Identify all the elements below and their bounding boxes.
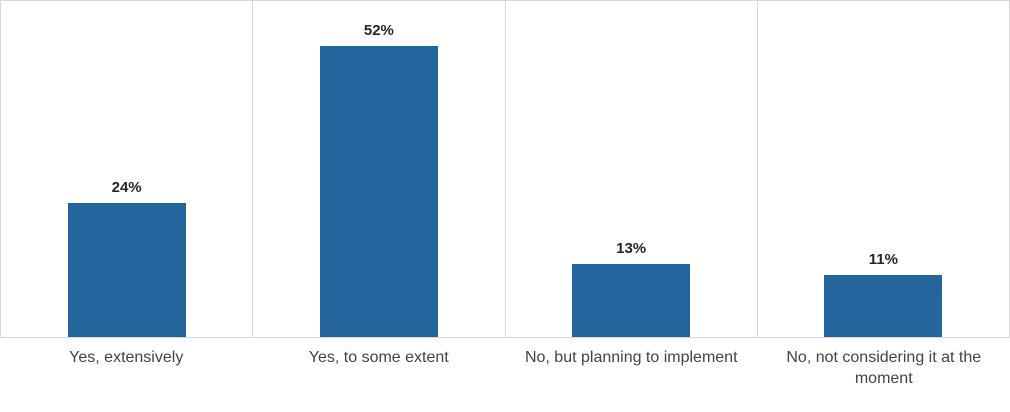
- category-label: No, not considering it at the moment: [786, 349, 982, 387]
- chart-panel: 13%: [506, 1, 758, 337]
- chart-panel: 24%: [1, 1, 254, 337]
- category-axis: Yes, extensively Yes, to some extent No, b…: [0, 338, 1010, 389]
- value-label: 52%: [363, 21, 394, 39]
- bar: [824, 275, 943, 337]
- chart-panel: 52%: [253, 1, 506, 337]
- bar: [319, 45, 438, 337]
- category-label: Yes, extensively: [69, 349, 184, 366]
- category-label: No, but planning to implement: [524, 349, 738, 366]
- category-label: Yes, to some extent: [308, 349, 449, 366]
- plot-area: 24% 52% 13% 11%: [0, 0, 1010, 338]
- bar: [67, 202, 186, 337]
- value-label: 11%: [868, 251, 898, 269]
- chart-panel: 11%: [758, 1, 1009, 337]
- value-label: 13%: [616, 240, 647, 258]
- value-label: 24%: [111, 178, 142, 196]
- bar: [572, 264, 691, 337]
